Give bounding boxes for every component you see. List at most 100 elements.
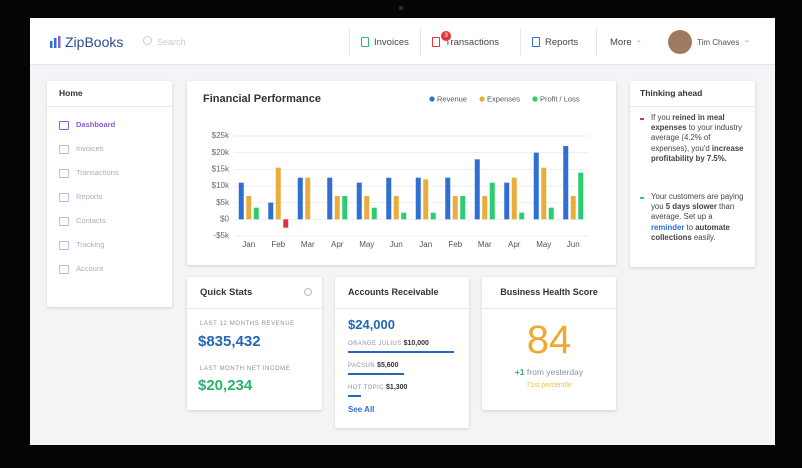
- x-tick-label: Mar: [301, 240, 315, 249]
- y-tick-label: $10k: [212, 181, 230, 190]
- text-segment: than average. Set up a: [651, 202, 735, 222]
- health-title: Business Health Score: [500, 287, 598, 297]
- bar: [364, 196, 370, 220]
- receivable-bar: [348, 395, 361, 397]
- text-segment: If you: [651, 113, 673, 122]
- x-tick-label: Jan: [242, 240, 255, 249]
- bar: [452, 196, 458, 220]
- y-tick-label: $5k: [216, 198, 230, 207]
- quick-stats-card: [187, 277, 322, 410]
- receivable-row: HOT TOPIC $1,300: [348, 384, 407, 391]
- customer-amount: $5,600: [377, 362, 399, 369]
- nav-item[interactable]: Invoices: [374, 37, 409, 48]
- text-segment: automate collections: [651, 222, 730, 242]
- bar: [504, 182, 510, 220]
- search-input[interactable]: Search: [157, 37, 186, 47]
- bar: [570, 196, 576, 220]
- text-segment: increase profitability by 7.5%.: [651, 143, 744, 163]
- bar: [430, 212, 436, 220]
- settings-icon[interactable]: [304, 288, 312, 296]
- sidebar-icon: [59, 169, 69, 178]
- user-caret: ⌄: [744, 37, 750, 44]
- sidebar-item[interactable]: Tracking: [76, 240, 105, 249]
- nav-icon: [532, 37, 540, 47]
- bar: [415, 177, 421, 220]
- text-segment: to your industry average (4.2% of expens…: [651, 123, 743, 153]
- bar: [482, 196, 488, 220]
- y-tick-label: $20k: [212, 148, 230, 157]
- nav-bar: [30, 18, 775, 65]
- customer-name: HOT TOPIC: [348, 385, 384, 391]
- sidebar-item[interactable]: Account: [76, 264, 104, 273]
- bar: [445, 177, 451, 220]
- thinking-item: If you reined in meal expenses to your i…: [651, 113, 747, 164]
- sidebar-item[interactable]: Transactions: [76, 168, 119, 177]
- receivable-total: $24,000: [348, 317, 395, 332]
- sidebar-title: Home: [59, 88, 83, 98]
- camera: [399, 6, 403, 10]
- bar: [246, 196, 252, 220]
- bar: [356, 182, 362, 220]
- legend-label: Profit / Loss: [540, 94, 580, 103]
- nav-badge: 3: [441, 31, 451, 41]
- sidebar-icon: [59, 265, 69, 274]
- x-tick-label: Mar: [478, 240, 492, 249]
- x-tick-label: May: [359, 240, 374, 249]
- y-tick-label: $0: [220, 214, 229, 223]
- nav-icon: [361, 37, 369, 47]
- x-tick-label: Jun: [390, 240, 403, 249]
- chart: Financial Performance -$5k $0 $5k $10k $15k $…: [203, 93, 588, 249]
- sidebar-item[interactable]: Reports: [76, 192, 103, 201]
- nav-separator: [596, 28, 597, 56]
- bar: [268, 202, 274, 220]
- divider: [482, 308, 616, 309]
- sidebar-icon: [59, 241, 69, 250]
- health-change: +1: [514, 367, 525, 377]
- bar: [423, 179, 429, 220]
- text-segment: to: [684, 222, 696, 232]
- divider: [187, 308, 322, 309]
- bar: [275, 167, 281, 220]
- bar: [393, 196, 399, 220]
- y-tick-label: $25k: [212, 131, 230, 140]
- thinking-title: Thinking ahead: [640, 88, 703, 98]
- nav-item[interactable]: Reports: [545, 37, 579, 48]
- quick-stats-title: Quick Stats: [200, 287, 253, 298]
- nav-separator: [420, 28, 421, 56]
- sidebar-item[interactable]: Dashboard: [76, 120, 116, 129]
- avatar[interactable]: [668, 30, 692, 54]
- sidebar-icon: [59, 145, 69, 154]
- bar: [371, 207, 377, 220]
- bar: [541, 167, 547, 220]
- text-segment: reined in meal expenses: [651, 113, 725, 133]
- sidebar-item[interactable]: Invoices: [76, 144, 104, 153]
- legend-label: Expenses: [487, 94, 520, 103]
- legend-swatch: [532, 96, 538, 102]
- nav-item[interactable]: Transactions: [445, 37, 500, 48]
- search-icon: [143, 36, 152, 45]
- bar: [401, 212, 407, 220]
- sidebar-icon: [59, 121, 69, 130]
- nav-icon: [432, 37, 440, 47]
- sidebar-item[interactable]: Contacts: [76, 216, 106, 225]
- bar: [283, 219, 289, 228]
- reminder-link[interactable]: reminder: [651, 222, 685, 232]
- more-caret: ⌄: [636, 37, 642, 44]
- nav-item[interactable]: More: [610, 37, 632, 48]
- bar: [253, 207, 259, 220]
- user-name[interactable]: Tim Chaves: [697, 38, 740, 47]
- health-card: [482, 277, 616, 410]
- bar: [474, 159, 480, 220]
- stat-label: LAST 12 MONTHS REVENUE: [200, 321, 295, 327]
- receivable-row: PACSUN $5,600: [348, 362, 398, 369]
- brand[interactable]: ZipBooks: [65, 34, 124, 50]
- bar: [533, 152, 539, 220]
- stat-value: $835,432: [198, 333, 261, 350]
- x-tick-label: Apr: [508, 240, 521, 249]
- legend-label: Revenue: [437, 94, 467, 103]
- y-tick-label: -$5k: [213, 231, 230, 240]
- thinking-item: Your customers are paying you 5 days slo…: [651, 192, 747, 243]
- see-all-link[interactable]: See All: [348, 405, 375, 414]
- receivable-row: ORANGE JULIUS $10,000: [348, 340, 429, 347]
- bar: [238, 182, 244, 220]
